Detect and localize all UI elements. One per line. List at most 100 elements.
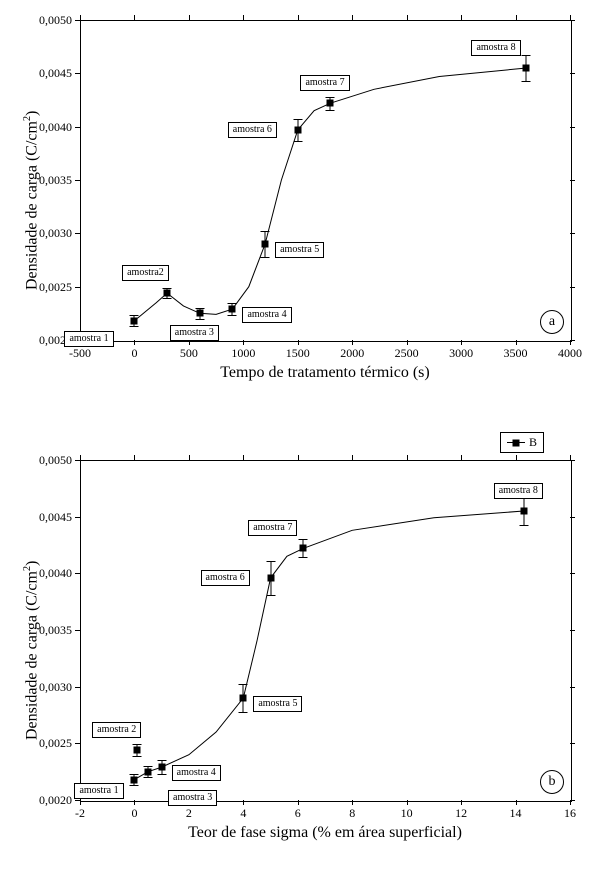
x-tick-label: 6 — [283, 806, 313, 821]
x-tick-label: -500 — [65, 346, 95, 361]
x-tick — [243, 15, 244, 20]
x-axis-title: Tempo de tratamento térmico (s) — [80, 364, 570, 382]
y-tick-label: 0,0020 — [39, 793, 72, 808]
x-tick — [461, 340, 462, 345]
x-tick — [352, 800, 353, 805]
y-tick — [570, 233, 575, 234]
x-tick — [352, 340, 353, 345]
data-point — [523, 65, 530, 72]
x-tick-label: 500 — [174, 346, 204, 361]
x-tick-label: 8 — [337, 806, 367, 821]
y-tick-label: 0,0045 — [39, 510, 72, 525]
error-cap — [144, 766, 153, 767]
error-cap — [299, 557, 308, 558]
error-cap — [133, 744, 142, 745]
x-tick — [243, 455, 244, 460]
x-tick — [189, 455, 190, 460]
legend: B — [500, 432, 544, 453]
y-tick-label: 0,0035 — [39, 173, 72, 188]
y-tick — [75, 800, 80, 801]
y-tick-label: 0,0035 — [39, 623, 72, 638]
sample-label: amostra 5 — [253, 696, 302, 712]
legend-label: B — [529, 435, 537, 450]
y-tick-label: 0,0050 — [39, 453, 72, 468]
y-tick — [570, 127, 575, 128]
error-cap — [261, 257, 270, 258]
data-point — [131, 317, 138, 324]
y-tick — [75, 127, 80, 128]
error-cap — [266, 561, 275, 562]
panel-a-plot-area — [80, 20, 572, 342]
error-cap — [130, 326, 139, 327]
data-point — [267, 574, 274, 581]
error-cap — [133, 756, 142, 757]
x-tick — [461, 455, 462, 460]
y-tick — [570, 340, 575, 341]
panel-badge: a — [540, 310, 564, 334]
sample-label: amostra 8 — [494, 483, 543, 499]
error-cap — [163, 288, 172, 289]
sample-label: amostra 1 — [74, 783, 123, 799]
panel-badge: b — [540, 770, 564, 794]
y-tick-label: 0,0050 — [39, 13, 72, 28]
legend-marker-icon — [513, 439, 520, 446]
error-cap — [130, 315, 139, 316]
y-tick — [570, 517, 575, 518]
y-tick — [75, 743, 80, 744]
x-tick — [516, 800, 517, 805]
data-point — [229, 306, 236, 313]
error-cap — [157, 760, 166, 761]
figure: -500050010001500200025003000350040000,00… — [0, 0, 600, 880]
x-tick — [134, 15, 135, 20]
data-point — [300, 545, 307, 552]
x-tick-label: 16 — [555, 806, 585, 821]
error-cap — [293, 119, 302, 120]
x-tick — [243, 800, 244, 805]
sample-label: amostra 6 — [201, 570, 250, 586]
error-cap — [163, 298, 172, 299]
error-cap — [228, 303, 237, 304]
x-axis-title: Teor de fase sigma (% em área superficia… — [80, 824, 570, 842]
x-tick — [461, 15, 462, 20]
x-tick — [298, 340, 299, 345]
error-cap — [144, 777, 153, 778]
error-cap — [299, 539, 308, 540]
x-tick — [407, 800, 408, 805]
x-tick — [134, 800, 135, 805]
y-tick — [570, 573, 575, 574]
y-axis-title: Densidade de carga (C/cm2) — [22, 111, 41, 290]
x-tick-label: 14 — [501, 806, 531, 821]
y-tick — [75, 180, 80, 181]
y-tick-label: 0,0045 — [39, 66, 72, 81]
data-point — [520, 508, 527, 515]
x-tick-label: 0 — [119, 806, 149, 821]
y-tick — [75, 573, 80, 574]
sample-label: amostra 2 — [92, 722, 141, 738]
sample-label: amostra 6 — [228, 122, 277, 138]
x-tick — [352, 15, 353, 20]
y-tick-label: 0,0025 — [39, 736, 72, 751]
x-tick — [80, 15, 81, 20]
x-tick-label: 3000 — [446, 346, 476, 361]
y-tick — [570, 287, 575, 288]
error-cap — [326, 97, 335, 98]
x-tick — [407, 340, 408, 345]
y-tick — [75, 687, 80, 688]
data-point — [158, 764, 165, 771]
x-tick-label: 10 — [392, 806, 422, 821]
y-tick — [75, 73, 80, 74]
y-tick — [570, 743, 575, 744]
sample-label: amostra2 — [122, 265, 169, 281]
x-tick-label: 3500 — [501, 346, 531, 361]
data-point — [164, 290, 171, 297]
sample-label: amostra 4 — [242, 307, 291, 323]
sample-label: amostra 4 — [172, 765, 221, 781]
y-tick-label: 0,0030 — [39, 226, 72, 241]
x-tick — [407, 455, 408, 460]
y-tick — [570, 20, 575, 21]
x-tick-label: 4 — [228, 806, 258, 821]
x-tick-label: -2 — [65, 806, 95, 821]
error-cap — [326, 110, 335, 111]
y-tick — [570, 800, 575, 801]
x-tick-label: 2000 — [337, 346, 367, 361]
